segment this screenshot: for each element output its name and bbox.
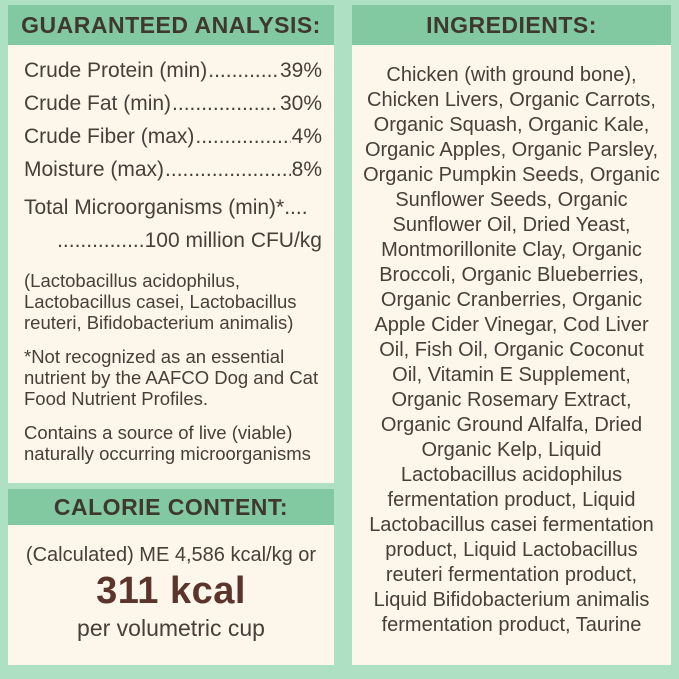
analysis-value: 39%	[279, 59, 322, 82]
right-column: INGREDIENTS: Chicken (with ground bone),…	[352, 5, 671, 665]
ingredients-title: INGREDIENTS:	[426, 11, 597, 38]
aafco-footnote: *Not recognized as an essential nutrient…	[24, 346, 319, 409]
calorie-calculated-line: (Calculated) ME 4,586 kcal/kg or	[25, 544, 317, 566]
dot-leader: ........................................…	[208, 59, 279, 82]
analysis-value: 30%	[279, 92, 322, 115]
analysis-row-crude-protein: Crude Protein (min) ....................…	[24, 59, 322, 92]
dot-leader: ........................................…	[195, 125, 290, 148]
analysis-label: Crude Fat (min)	[24, 92, 172, 115]
analysis-value: 8%	[291, 158, 322, 181]
viable-microorganisms-note: Contains a source of live (viable) natur…	[24, 422, 311, 464]
analysis-row-moisture: Moisture (max) .........................…	[24, 158, 322, 191]
guaranteed-analysis-header: GUARANTEED ANALYSIS:	[8, 5, 334, 45]
ingredients-list: Chicken (with ground bone), Chicken Live…	[363, 64, 660, 636]
calorie-content-title: CALORIE CONTENT:	[53, 493, 289, 520]
calorie-kcal-value: 311 kcal	[96, 570, 246, 612]
guaranteed-analysis-title: GUARANTEED ANALYSIS:	[21, 11, 321, 38]
analysis-value: 4%	[291, 125, 322, 148]
calorie-per-cup-line: per volumetric cup	[77, 615, 265, 641]
probiotics-note: (Lactobacillus acidophilus, Lactobacillu…	[24, 270, 297, 333]
ingredients-panel: Chicken (with ground bone), Chicken Live…	[352, 45, 671, 665]
analysis-label: Crude Protein (min)	[24, 59, 208, 82]
ingredients-header: INGREDIENTS:	[352, 5, 671, 45]
guaranteed-analysis-panel: Crude Protein (min) ....................…	[8, 45, 334, 483]
left-column: GUARANTEED ANALYSIS: Crude Protein (min)…	[8, 5, 334, 665]
analysis-label: Moisture (max)	[24, 158, 165, 181]
analysis-label: Crude Fiber (max)	[24, 125, 195, 148]
dot-leader: ........................................…	[165, 158, 291, 181]
calorie-content-panel: (Calculated) ME 4,586 kcal/kg or 311 kca…	[8, 525, 334, 665]
dot-leader: ........................................…	[172, 92, 279, 115]
analysis-row-crude-fiber: Crude Fiber (max) ......................…	[24, 125, 322, 158]
analysis-row-microorganisms-line1: Total Microorganisms (min)*....	[24, 196, 308, 219]
analysis-row-crude-fat: Crude Fat (min) ........................…	[24, 92, 322, 125]
calorie-content-header: CALORIE CONTENT:	[8, 489, 334, 525]
analysis-row-microorganisms-line2: ...............100 million CFU/kg	[57, 229, 322, 252]
panel-divider	[8, 483, 334, 489]
